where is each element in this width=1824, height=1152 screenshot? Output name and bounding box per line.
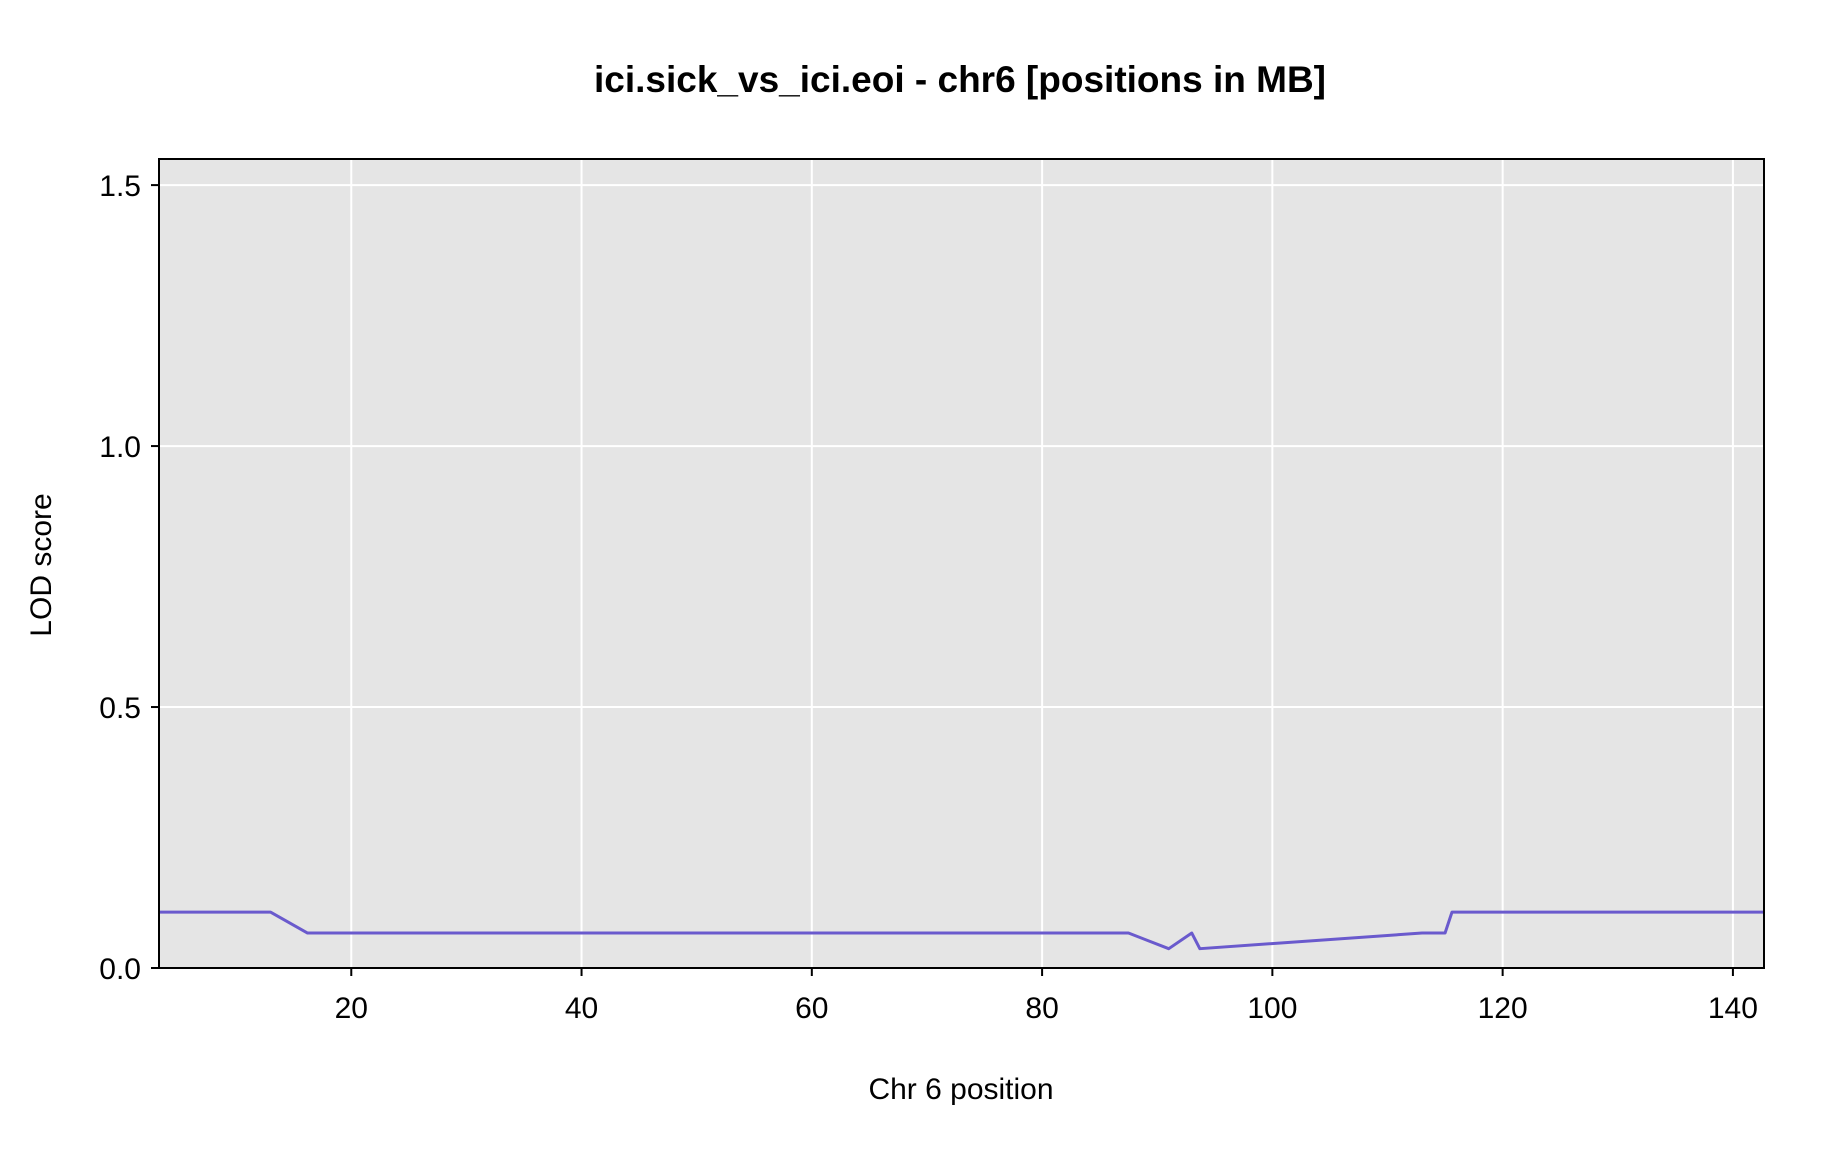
x-tick-label: 100 [1247, 992, 1297, 1025]
y-tick-label: 1.5 [99, 170, 141, 203]
series-layer [159, 910, 1764, 951]
x-tick-label: 140 [1708, 992, 1758, 1025]
x-tick-label: 20 [335, 992, 368, 1025]
y-tick-label: 0.5 [99, 692, 141, 725]
chart-title: ici.sick_vs_ici.eoi - chr6 [positions in… [594, 59, 1326, 100]
plot-border [158, 158, 1765, 969]
y-tick-label: 1.0 [99, 431, 141, 464]
x-tick-label: 40 [565, 992, 598, 1025]
y-axis-title: LOD score [25, 493, 58, 636]
x-tick-label: 60 [795, 992, 828, 1025]
x-axis-ticks: 20 40 60 80 100 120 140 [335, 968, 1758, 1025]
y-axis-ticks: 0.0 0.5 1.0 1.5 [99, 170, 159, 986]
x-tick-label: 120 [1478, 992, 1528, 1025]
y-tick-label: 0.0 [99, 953, 141, 986]
x-axis-title: Chr 6 position [868, 1073, 1053, 1106]
series-line-0 [159, 910, 1764, 951]
grid-lines [159, 159, 1764, 969]
x-tick-label: 80 [1025, 992, 1058, 1025]
plot-panel [159, 159, 1764, 968]
